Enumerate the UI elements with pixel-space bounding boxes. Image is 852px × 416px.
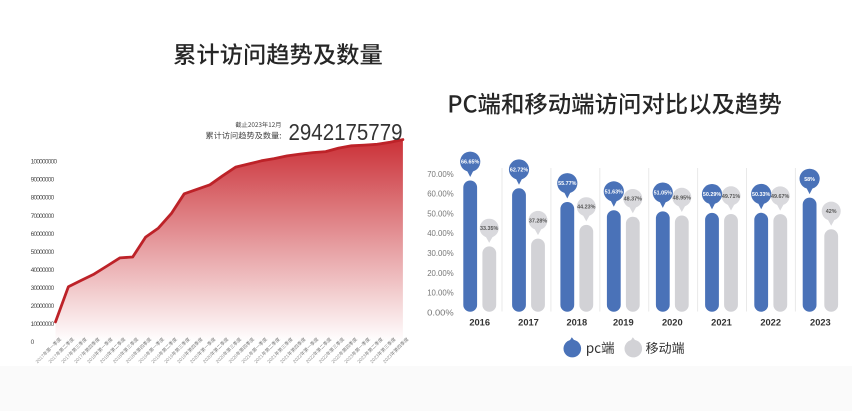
svg-text:2020: 2020 — [189, 353, 200, 364]
svg-text:2018: 2018 — [566, 317, 587, 327]
svg-text:10000000: 10000000 — [31, 321, 55, 328]
svg-text:2019: 2019 — [613, 317, 634, 327]
svg-text:49.71%: 49.71% — [722, 194, 740, 200]
svg-text:70.00%: 70.00% — [427, 169, 454, 179]
svg-text:10.00%: 10.00% — [427, 288, 454, 298]
svg-text:51.05%: 51.05% — [654, 191, 672, 197]
svg-text:51.63%: 51.63% — [605, 189, 623, 195]
svg-text:2021: 2021 — [711, 317, 732, 327]
svg-text:60000000: 60000000 — [31, 231, 55, 238]
svg-text:30.00%: 30.00% — [427, 248, 454, 258]
svg-text:2016: 2016 — [469, 317, 490, 327]
svg-text:37.28%: 37.28% — [529, 218, 547, 224]
svg-text:50.29%: 50.29% — [703, 192, 721, 198]
svg-text:2017: 2017 — [35, 353, 46, 364]
svg-text:2017: 2017 — [73, 353, 84, 364]
svg-text:2019: 2019 — [150, 353, 161, 364]
svg-text:2019: 2019 — [138, 353, 149, 364]
svg-text:2020: 2020 — [202, 353, 213, 364]
svg-text:2019: 2019 — [163, 353, 174, 364]
svg-text:2017: 2017 — [48, 353, 59, 364]
svg-text:2018: 2018 — [86, 353, 97, 364]
svg-text:44.23%: 44.23% — [577, 205, 595, 211]
svg-text:50.33%: 50.33% — [752, 192, 770, 198]
svg-text:2022: 2022 — [292, 353, 303, 364]
svg-text:2021: 2021 — [241, 353, 252, 364]
svg-text:2017: 2017 — [60, 353, 71, 364]
svg-text:20.00%: 20.00% — [427, 268, 454, 278]
svg-text:33.35%: 33.35% — [480, 226, 498, 232]
svg-text:2023: 2023 — [356, 353, 367, 364]
svg-text:48.37%: 48.37% — [624, 197, 642, 203]
svg-text:50.00%: 50.00% — [427, 209, 454, 219]
svg-text:66.65%: 66.65% — [461, 160, 479, 166]
svg-text:80000000: 80000000 — [31, 195, 55, 202]
svg-text:2021: 2021 — [253, 353, 264, 364]
svg-text:2023: 2023 — [369, 353, 380, 364]
svg-text:2021: 2021 — [279, 353, 290, 364]
svg-text:40000000: 40000000 — [31, 267, 55, 274]
svg-text:2021: 2021 — [266, 353, 277, 364]
svg-text:58%: 58% — [804, 177, 815, 183]
svg-text:2018: 2018 — [125, 353, 136, 364]
svg-text:2018: 2018 — [99, 353, 110, 364]
svg-text:2017: 2017 — [518, 317, 539, 327]
svg-text:49.67%: 49.67% — [771, 194, 789, 200]
svg-text:42%: 42% — [826, 209, 837, 215]
svg-text:30000000: 30000000 — [31, 285, 55, 292]
svg-text:100000000: 100000000 — [31, 159, 58, 166]
svg-text:0.00%: 0.00% — [427, 307, 454, 317]
svg-text:2019: 2019 — [176, 353, 187, 364]
svg-text:20000000: 20000000 — [31, 303, 55, 310]
svg-text:2020: 2020 — [215, 353, 226, 364]
svg-text:62.72%: 62.72% — [510, 168, 528, 174]
svg-text:2942175779: 2942175779 — [289, 119, 403, 145]
svg-text:60.00%: 60.00% — [427, 189, 454, 199]
svg-text:2020: 2020 — [228, 353, 239, 364]
svg-text:2022: 2022 — [331, 353, 342, 364]
svg-text:2020: 2020 — [662, 317, 683, 327]
svg-text:2023: 2023 — [810, 317, 831, 327]
svg-text:40.00%: 40.00% — [427, 228, 454, 238]
svg-text:0: 0 — [31, 339, 35, 346]
svg-text:2022: 2022 — [318, 353, 329, 364]
svg-text:2023: 2023 — [382, 353, 393, 364]
svg-text:2018: 2018 — [112, 353, 123, 364]
svg-text:2022: 2022 — [760, 317, 781, 327]
svg-text:50000000: 50000000 — [31, 249, 55, 256]
svg-text:2023: 2023 — [343, 353, 354, 364]
svg-text:55.77%: 55.77% — [558, 181, 576, 187]
svg-text:70000000: 70000000 — [31, 213, 55, 220]
svg-text:48.95%: 48.95% — [673, 195, 691, 201]
svg-text:90000000: 90000000 — [31, 177, 55, 184]
svg-text:2022: 2022 — [305, 353, 316, 364]
